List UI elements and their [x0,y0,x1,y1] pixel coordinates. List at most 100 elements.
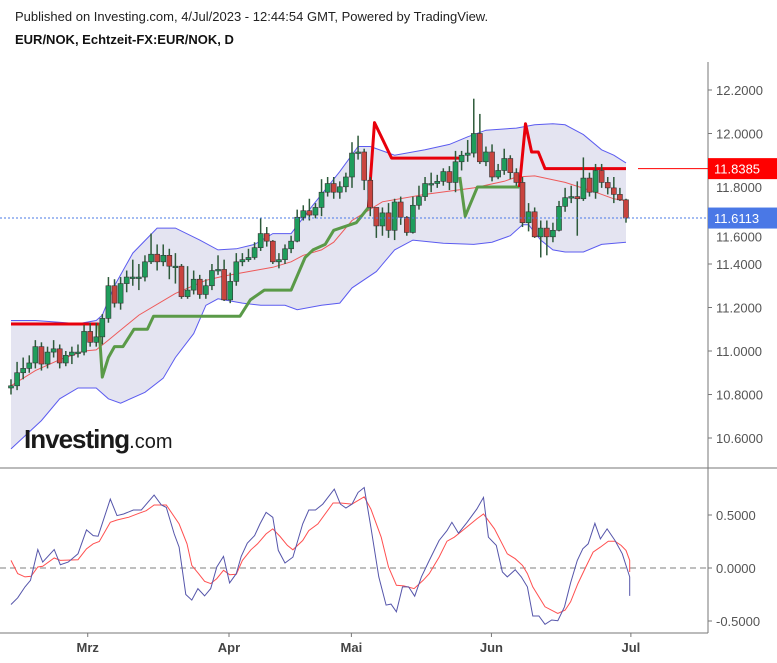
candle-body [434,181,441,184]
candle [263,227,270,247]
month-label: Mai [341,640,363,655]
candle [586,172,593,197]
candle [270,240,276,264]
candle-body [422,183,428,197]
candle-body [142,261,148,278]
month-label: Jun [480,640,503,655]
candle [403,216,410,236]
candle [477,113,483,164]
chart-symbol-title: EUR/NOK, Echtzeit-FX:EUR/NOK, D [15,32,234,47]
candle-body [324,183,331,193]
candle-body [355,151,361,154]
candle-body [531,211,538,238]
candle-body [361,151,367,181]
candle-body [507,158,514,173]
stop-lines [11,121,626,379]
candle-body [63,355,69,364]
price-tick-label: 11.0000 [716,344,762,359]
candle-body [196,278,203,295]
candle [215,255,221,275]
candle-body [148,253,154,263]
price-tick-label: 11.6000 [716,230,762,245]
candle [20,357,26,380]
candle-body [379,212,386,227]
oscillator-pane: 0.5000 0.0000 -0.5000 [0,486,760,629]
candle-body [403,216,410,233]
bollinger-band [10,123,627,450]
candle-body [172,265,179,268]
candle-body [452,161,459,183]
candle-body [440,171,447,182]
candle-body [26,362,33,369]
candle [537,220,544,258]
candle [38,342,45,371]
candle [568,185,574,204]
candle [14,361,20,391]
price-tick-label: 11.2000 [716,301,762,316]
candle [355,135,361,160]
candle [233,253,240,286]
candle [361,148,367,191]
candle [276,253,282,269]
candle [337,181,343,199]
candle [598,163,605,188]
stop-price-label-box [708,158,777,180]
candle [580,157,587,201]
candle [611,177,617,204]
candle-body [537,227,544,238]
candle-body [8,385,14,389]
candle-body [251,247,258,258]
price-tick-label: 11.4000 [716,257,762,272]
candle-body [562,197,568,207]
candle-body [75,351,81,354]
osc-tick-label: 0.0000 [716,561,756,576]
candle-body [288,240,294,250]
candle [483,146,489,167]
candle [56,344,63,369]
candle-body [416,196,422,206]
candle [63,351,69,367]
candle-body [458,154,465,163]
candle [190,270,197,295]
candle-body [464,152,471,156]
candle [245,248,252,262]
candle [519,177,526,228]
candle [592,163,599,199]
candle [239,253,246,267]
candle [26,355,33,373]
candle [531,207,538,238]
osc-fast-line [10,486,631,625]
candle [422,177,428,201]
last-price-label-box [708,207,777,229]
candle-body [123,276,130,284]
candle-body [93,336,100,343]
candle [75,344,81,358]
candle-body [32,346,39,364]
price-tick-label: 11.8000 [716,180,762,195]
candle [385,203,392,238]
candle [227,272,234,304]
candle [574,181,581,236]
osc-tick-label: -0.5000 [716,614,760,629]
resistance-stop-line [366,121,460,208]
candle-body [166,255,173,267]
candle-body [14,372,20,387]
candle-body [270,240,276,263]
candle-body [111,285,118,304]
logo-suffix: .com [129,431,173,453]
candle [452,150,459,193]
candle [160,244,167,267]
candle [294,209,300,243]
candle [69,346,75,365]
candle-body [349,152,355,178]
logo-name: Investing [24,424,130,454]
candle [495,163,501,180]
candle [148,233,154,264]
candle [550,222,556,243]
candle [282,244,288,264]
candle-body [245,257,252,260]
candle-body [50,348,57,353]
candle [32,340,39,369]
candle-body [233,261,240,282]
